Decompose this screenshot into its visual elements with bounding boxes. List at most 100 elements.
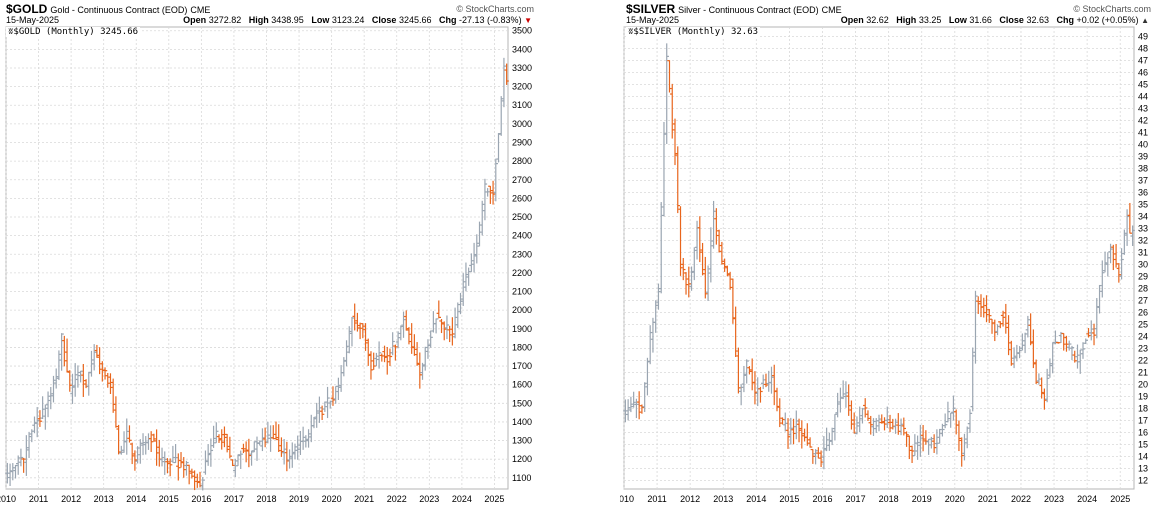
- ohlc-bar: [1113, 243, 1119, 268]
- ohlc-bar: [333, 385, 338, 404]
- ohlc-bar: [1039, 377, 1044, 399]
- ohlc-bar: [813, 449, 818, 465]
- ohlc-bar: [124, 418, 129, 455]
- ohlc-bar: [761, 374, 766, 389]
- ohlc-bar: [863, 398, 868, 418]
- ohlc-bar: [466, 267, 471, 286]
- ohlc-bar: [376, 341, 382, 369]
- ohlc-bar: [16, 455, 21, 475]
- ohlc-bar: [208, 438, 214, 467]
- x-tick-label: 2018: [879, 494, 899, 504]
- ohlc-bar: [279, 437, 284, 457]
- ohlc-bar: [40, 396, 45, 420]
- y-tick-label: 40: [1138, 140, 1148, 150]
- ohlc-bar: [722, 258, 727, 272]
- legend-text: $GOLD (Monthly) 3245.66: [13, 27, 139, 37]
- ohlc-bar: [110, 378, 116, 413]
- gold-chart-panel: $GOLD Gold - Continuous Contract (EOD) CME…: [0, 0, 540, 507]
- y-tick-label: 34: [1138, 212, 1148, 222]
- chg-value: -27.13 (-0.83%): [459, 15, 522, 25]
- ohlc-bar: [252, 441, 257, 453]
- x-tick-label: 2015: [159, 494, 179, 504]
- ohlc-bar: [896, 413, 901, 435]
- ohlc-bar: [452, 307, 458, 339]
- x-tick-label: 2017: [846, 494, 866, 504]
- y-tick-label: 2400: [512, 231, 532, 241]
- ohlc-bar: [970, 347, 975, 412]
- ohlc-bar: [319, 405, 325, 420]
- ohlc-bar: [488, 185, 493, 204]
- legend-icon: ʬ: [8, 27, 14, 37]
- ohlc-bar: [1036, 373, 1042, 385]
- ohlc-bar: [697, 216, 703, 263]
- chg-value: +0.02 (+0.05%): [1076, 15, 1139, 25]
- ohlc-bar: [423, 346, 428, 371]
- ohlc-bar: [995, 324, 1000, 336]
- ohlc-bar: [716, 229, 722, 253]
- ohlc-bar: [409, 323, 414, 354]
- ohlc-bar: [447, 325, 452, 343]
- ohlc-bar: [366, 338, 371, 366]
- ohlc-bar: [205, 444, 211, 466]
- ohlc-bar: [634, 398, 639, 419]
- close-label: Close: [371, 15, 397, 25]
- ohlc-bar: [912, 434, 918, 457]
- low-value: 31.66: [969, 15, 992, 25]
- ohlc-bar: [368, 351, 374, 380]
- ohlc-bar: [736, 347, 741, 394]
- y-tick-label: 1200: [512, 454, 532, 464]
- ohlc-bar: [450, 317, 455, 346]
- ohlc-bar: [1050, 341, 1055, 374]
- ohlc-bar: [667, 60, 672, 93]
- plot-area: [5, 26, 509, 490]
- description: Silver - Continuous Contract (EOD): [678, 5, 819, 15]
- ohlc-bar: [920, 425, 926, 452]
- y-tick-label: 39: [1138, 152, 1148, 162]
- up-arrow-icon: ▲: [1141, 16, 1149, 25]
- ohlc-bar: [119, 445, 124, 455]
- y-tick-label: 16: [1138, 428, 1148, 438]
- x-tick-label: 2019: [289, 494, 309, 504]
- ohlc-bar: [135, 446, 140, 464]
- ohlc-bar: [1011, 347, 1017, 369]
- y-tick-label: 1500: [512, 398, 532, 408]
- ohlc-bar: [1078, 349, 1083, 374]
- ohlc-bar: [154, 429, 159, 466]
- ohlc-bar: [62, 335, 67, 367]
- exchange: CME: [190, 5, 211, 15]
- ohlc-bar: [681, 257, 686, 281]
- ohlc-bar: [780, 417, 785, 425]
- y-tick-label: 27: [1138, 296, 1148, 306]
- ohlc-bar: [235, 454, 241, 467]
- chart-subheader: 15-May-2025 Open 3272.82 High 3438.95 Lo…: [6, 15, 540, 27]
- x-tick-label: 2022: [387, 494, 407, 504]
- ohlc-bar: [94, 344, 100, 358]
- ohlc-bar: [1108, 243, 1113, 264]
- ohlc-bar: [926, 438, 931, 455]
- x-tick-label: 2022: [1011, 494, 1031, 504]
- ohlc-bar: [1072, 350, 1077, 363]
- ohlc-bar: [1127, 202, 1133, 234]
- ohlc-bar: [214, 422, 219, 444]
- y-tick-label: 3400: [512, 44, 532, 54]
- ohlc-bar: [868, 415, 873, 435]
- ohlc-bar: [719, 241, 725, 265]
- y-tick-label: 2500: [512, 212, 532, 222]
- ohlc-bar: [623, 399, 628, 423]
- ohlc-bar: [224, 433, 230, 453]
- ohlc-bar: [703, 256, 708, 299]
- ohlc-bar: [799, 420, 805, 449]
- ohlc-bar: [292, 443, 298, 460]
- ohlc-bar: [1116, 263, 1122, 283]
- ohlc-bar: [159, 447, 165, 467]
- ohlc-bar: [1042, 388, 1047, 410]
- ohlc-bar: [352, 303, 357, 331]
- ohlc-bar: [75, 365, 81, 388]
- y-tick-label: 14: [1138, 452, 1148, 462]
- ohlc-bar: [374, 352, 379, 367]
- ohlc-bar: [758, 386, 763, 403]
- x-tick-label: 2012: [61, 494, 81, 504]
- ohlc-bar: [108, 373, 113, 394]
- ohlc-bar: [70, 373, 75, 404]
- y-tick-label: 19: [1138, 392, 1148, 402]
